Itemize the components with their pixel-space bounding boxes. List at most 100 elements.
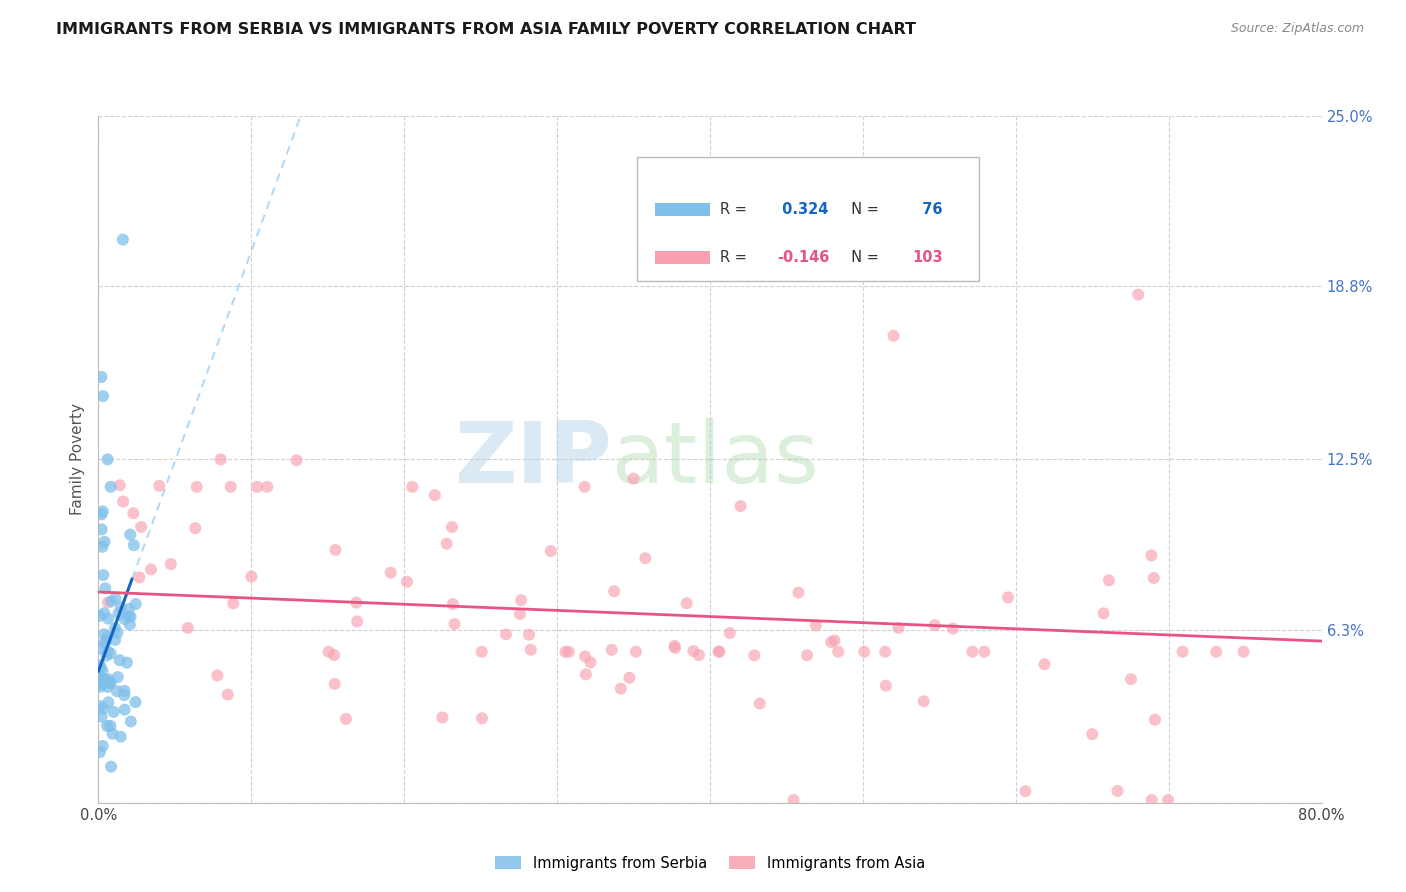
Point <box>730 499 752 513</box>
Point <box>91 568 114 582</box>
Point <box>824 633 846 648</box>
Point <box>118 617 141 632</box>
Text: 0.324: 0.324 <box>778 202 828 217</box>
Point <box>883 328 905 343</box>
Point <box>579 656 602 670</box>
Point <box>323 648 346 662</box>
Point <box>104 591 127 606</box>
Point <box>118 602 141 616</box>
Point <box>100 675 122 690</box>
Point <box>112 494 135 508</box>
Point <box>93 606 115 620</box>
Point <box>853 645 876 659</box>
Point <box>91 702 114 716</box>
Point <box>1171 645 1194 659</box>
Point <box>1232 645 1254 659</box>
Point <box>875 679 897 693</box>
Point <box>575 667 598 681</box>
Point <box>184 521 207 535</box>
Point <box>97 695 120 709</box>
Point <box>89 671 111 685</box>
Point <box>875 645 897 659</box>
Point <box>619 671 641 685</box>
Point <box>112 688 135 702</box>
Point <box>90 508 112 522</box>
Legend: Immigrants from Serbia, Immigrants from Asia: Immigrants from Serbia, Immigrants from … <box>488 848 932 878</box>
Point <box>748 697 770 711</box>
Point <box>1143 713 1166 727</box>
Point <box>93 635 115 649</box>
Point <box>91 504 114 518</box>
Point <box>1128 287 1150 301</box>
Point <box>962 645 984 659</box>
Point <box>100 719 122 733</box>
Point <box>111 233 134 247</box>
Point <box>96 674 118 689</box>
Point <box>207 668 229 682</box>
Point <box>782 793 804 807</box>
Point <box>787 585 810 599</box>
Point <box>91 664 114 678</box>
Point <box>443 617 465 632</box>
Point <box>100 759 122 773</box>
Point <box>93 627 115 641</box>
Point <box>1157 793 1180 807</box>
Point <box>682 644 704 658</box>
Point <box>125 597 148 611</box>
Point <box>105 625 128 640</box>
Point <box>1119 672 1142 686</box>
Point <box>471 711 494 725</box>
Point <box>177 621 200 635</box>
Text: -0.146: -0.146 <box>778 250 830 265</box>
Point <box>219 480 242 494</box>
Point <box>90 522 112 536</box>
Point <box>96 630 118 644</box>
Point <box>558 645 581 659</box>
Text: Source: ZipAtlas.com: Source: ZipAtlas.com <box>1230 22 1364 36</box>
FancyBboxPatch shape <box>637 157 979 281</box>
Point <box>623 472 645 486</box>
Point <box>246 480 269 494</box>
Point <box>129 520 152 534</box>
Point <box>91 739 114 753</box>
Point <box>104 621 127 635</box>
Point <box>624 645 647 659</box>
Point <box>100 646 122 660</box>
Point <box>335 712 357 726</box>
Point <box>93 534 115 549</box>
Point <box>827 645 849 659</box>
Point <box>574 649 596 664</box>
Text: N =: N = <box>842 202 883 217</box>
Point <box>664 639 686 653</box>
Point <box>186 480 208 494</box>
Point <box>89 745 111 759</box>
Text: R =: R = <box>720 202 751 217</box>
Point <box>924 618 946 632</box>
Point <box>114 612 136 626</box>
Point <box>91 672 114 686</box>
Point <box>107 670 129 684</box>
Point <box>112 683 135 698</box>
Point <box>91 672 114 686</box>
Text: IMMIGRANTS FROM SERBIA VS IMMIGRANTS FROM ASIA FAMILY POVERTY CORRELATION CHART: IMMIGRANTS FROM SERBIA VS IMMIGRANTS FRO… <box>56 22 917 37</box>
Point <box>912 694 935 708</box>
Point <box>98 676 121 690</box>
Point <box>519 642 541 657</box>
Point <box>634 551 657 566</box>
Point <box>796 648 818 663</box>
Point <box>509 607 531 621</box>
Point <box>432 710 454 724</box>
Point <box>318 645 340 659</box>
Point <box>104 632 127 647</box>
Point <box>554 645 576 659</box>
Point <box>97 672 120 686</box>
FancyBboxPatch shape <box>655 252 710 264</box>
Point <box>610 681 633 696</box>
Point <box>120 610 142 624</box>
Point <box>94 582 117 596</box>
Point <box>600 642 623 657</box>
Point <box>96 719 118 733</box>
Point <box>973 645 995 659</box>
Point <box>100 594 122 608</box>
Point <box>804 618 827 632</box>
